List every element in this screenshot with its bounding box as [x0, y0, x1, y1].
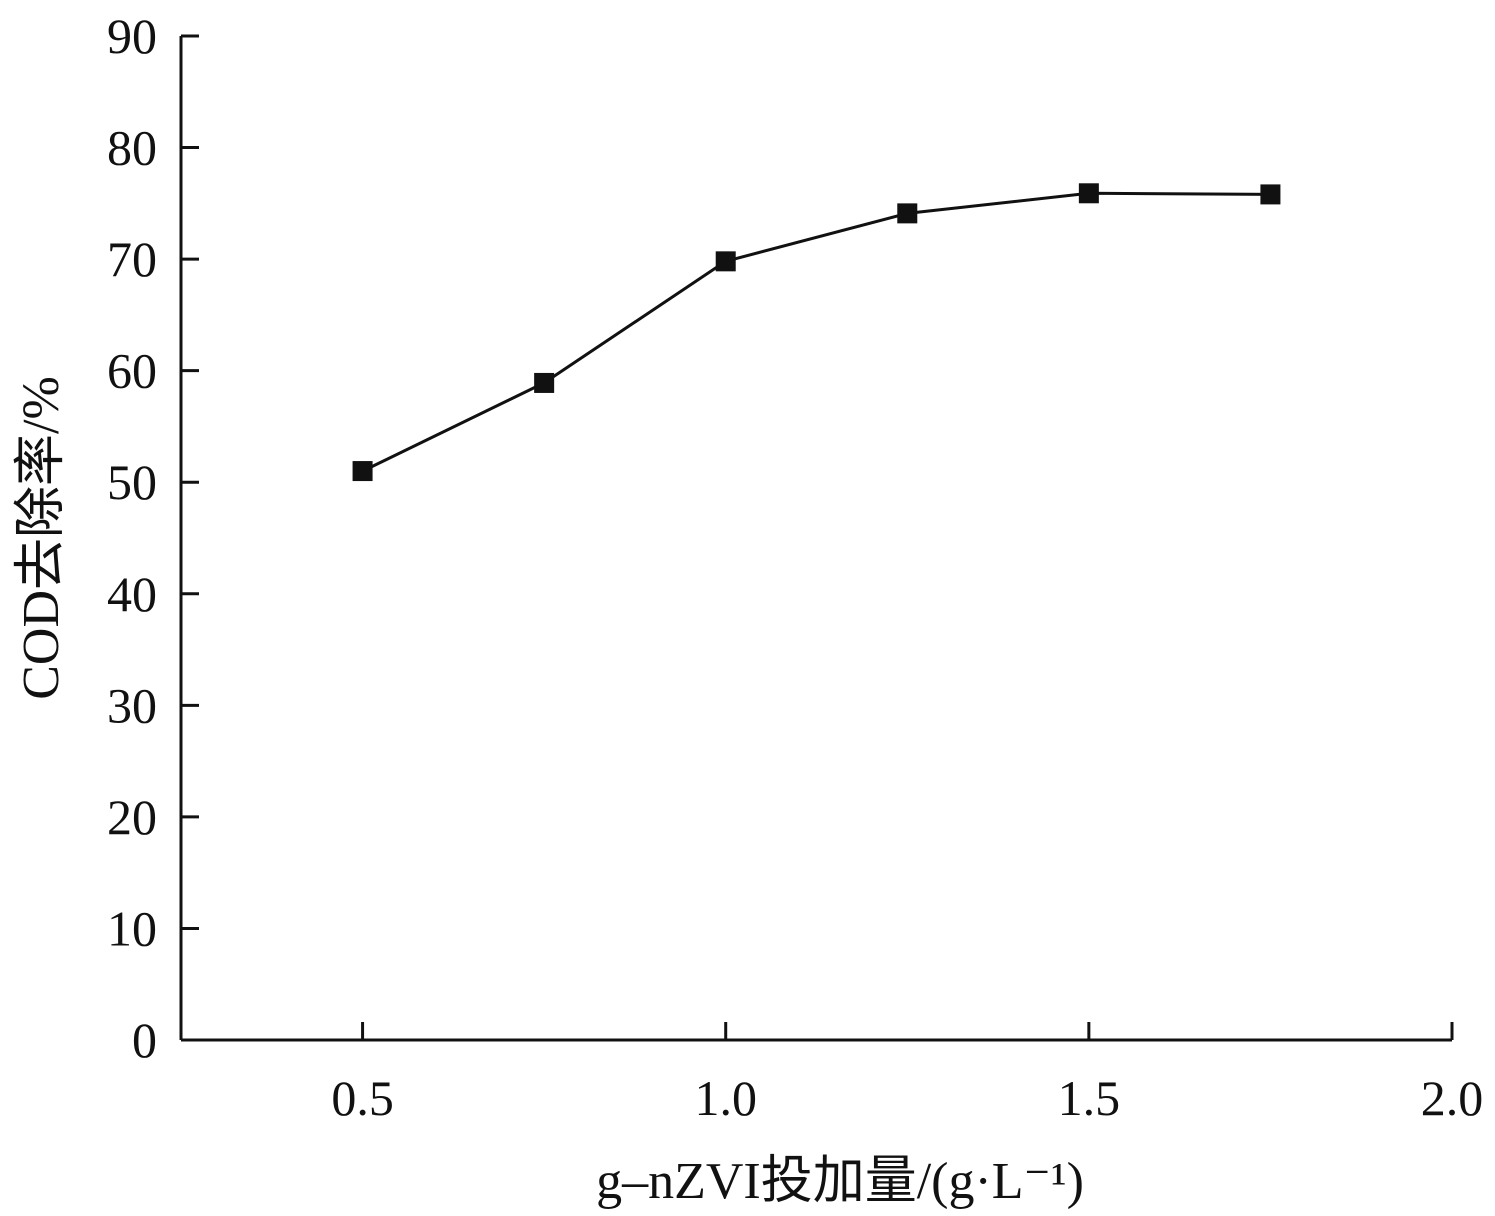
data-point-marker: [534, 372, 555, 393]
y-axis-title: COD去除率/%: [13, 376, 70, 700]
y-tick-label: 80: [107, 120, 157, 176]
x-tick-label: 0.5: [331, 1070, 394, 1126]
y-tick-label: 20: [107, 789, 157, 845]
y-tick-label: 10: [107, 900, 157, 956]
series: [352, 183, 1281, 482]
data-point-marker: [715, 251, 736, 272]
y-tick-label: 0: [132, 1012, 157, 1068]
y-tick-label: 90: [107, 8, 157, 64]
y-tick-label: 30: [107, 677, 157, 733]
y-tick-label: 50: [107, 454, 157, 510]
x-ticks: 0.5 1.0 1.5 2.0: [331, 1022, 1483, 1126]
y-tick-label: 60: [107, 343, 157, 399]
data-point-marker: [352, 461, 373, 482]
data-point-marker: [1078, 183, 1099, 204]
series-line: [361, 191, 1271, 473]
data-point-marker: [897, 203, 918, 224]
x-axis-title: g–nZVI投加量/(g·L⁻¹): [596, 1153, 1084, 1210]
y-tick-label: 70: [107, 231, 157, 287]
y-ticks: 0 10 20 30 40 50 60 70 80 90: [107, 8, 199, 1068]
x-tick-label: 1.5: [1058, 1070, 1121, 1126]
y-tick-label: 40: [107, 566, 157, 622]
data-point-marker: [1260, 184, 1281, 205]
x-tick-label: 1.0: [694, 1070, 757, 1126]
x-tick-label: 2.0: [1421, 1070, 1484, 1126]
